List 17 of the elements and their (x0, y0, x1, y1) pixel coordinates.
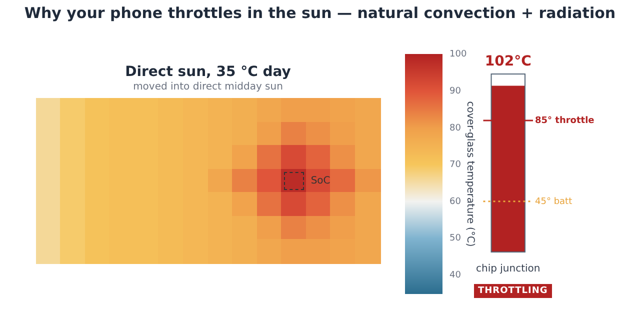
color-bar-label: 90 (450, 86, 462, 97)
text: THROTTLING (474, 284, 552, 298)
color-bar-title: cover-glass temperature (°C) (464, 101, 476, 247)
data-label: 102°C (484, 54, 532, 70)
color-bar-label: 50 (450, 234, 462, 244)
annotation: SoC (310, 175, 330, 186)
ref-line-label: 85° throttle (535, 116, 594, 126)
chart-subtitle: moved into direct midday sun (133, 81, 283, 92)
color-bar-label: 40 (450, 270, 462, 281)
color-bar-label: 60 (450, 196, 462, 207)
text: Why your phone throttles in the sun — natural convection + radiation (23, 4, 617, 22)
color-bar-label: 70 (450, 160, 462, 170)
chart-title: Direct sun, 35 °C day (125, 64, 291, 80)
color-bar-label: 80 (450, 123, 462, 134)
ref-line-label: 45° batt (535, 196, 573, 207)
color-bar-label: 100 (450, 50, 467, 60)
x-tick-label: chip junction (476, 264, 540, 275)
